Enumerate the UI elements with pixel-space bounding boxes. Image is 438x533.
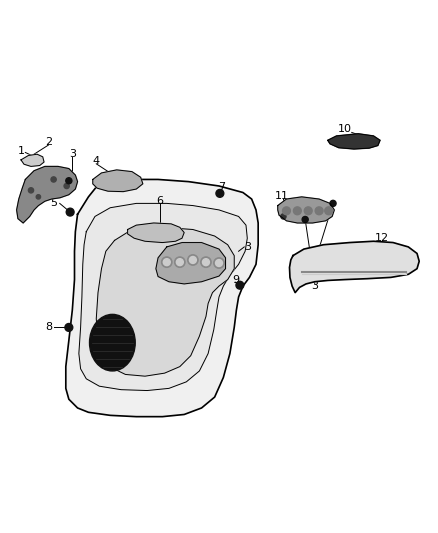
Text: 11: 11 [275,191,289,201]
Circle shape [162,257,172,268]
Text: 2: 2 [45,138,52,148]
Text: 1: 1 [18,146,25,156]
Text: 12: 12 [375,233,389,243]
Polygon shape [79,204,247,391]
Text: 7: 7 [218,182,225,192]
Circle shape [177,259,184,265]
Polygon shape [156,243,226,284]
Circle shape [187,255,198,265]
Circle shape [315,207,323,215]
Circle shape [189,256,196,263]
Circle shape [66,208,74,216]
Text: 9: 9 [232,274,239,285]
Circle shape [283,207,290,215]
Circle shape [65,324,73,332]
Circle shape [281,214,286,219]
Circle shape [304,207,312,215]
Polygon shape [66,180,258,417]
Text: 3: 3 [311,281,318,291]
Text: 3: 3 [69,149,76,159]
Text: 5: 5 [50,198,57,208]
Circle shape [215,260,223,266]
Polygon shape [17,166,78,223]
Text: 10: 10 [337,124,351,134]
Circle shape [325,207,332,215]
Ellipse shape [89,314,135,371]
Polygon shape [127,223,184,243]
Text: 3: 3 [245,242,252,252]
Polygon shape [93,170,143,192]
Circle shape [202,259,209,265]
Circle shape [51,177,56,182]
Text: 8: 8 [45,322,52,333]
Polygon shape [96,228,234,376]
Polygon shape [290,241,419,293]
Polygon shape [21,154,44,166]
Text: 4: 4 [93,156,100,166]
Text: 3: 3 [38,178,45,188]
Circle shape [302,216,308,223]
Circle shape [28,188,34,193]
Polygon shape [278,197,334,223]
Circle shape [175,257,185,268]
Polygon shape [328,134,380,149]
Circle shape [330,200,336,206]
Circle shape [64,183,69,189]
Text: 6: 6 [157,196,164,206]
Circle shape [201,257,211,268]
Circle shape [36,195,41,199]
Circle shape [216,189,224,197]
Circle shape [293,207,301,215]
Text: 3: 3 [314,246,321,256]
Circle shape [66,177,72,184]
Circle shape [236,281,244,289]
Circle shape [214,258,224,268]
Circle shape [163,259,170,265]
